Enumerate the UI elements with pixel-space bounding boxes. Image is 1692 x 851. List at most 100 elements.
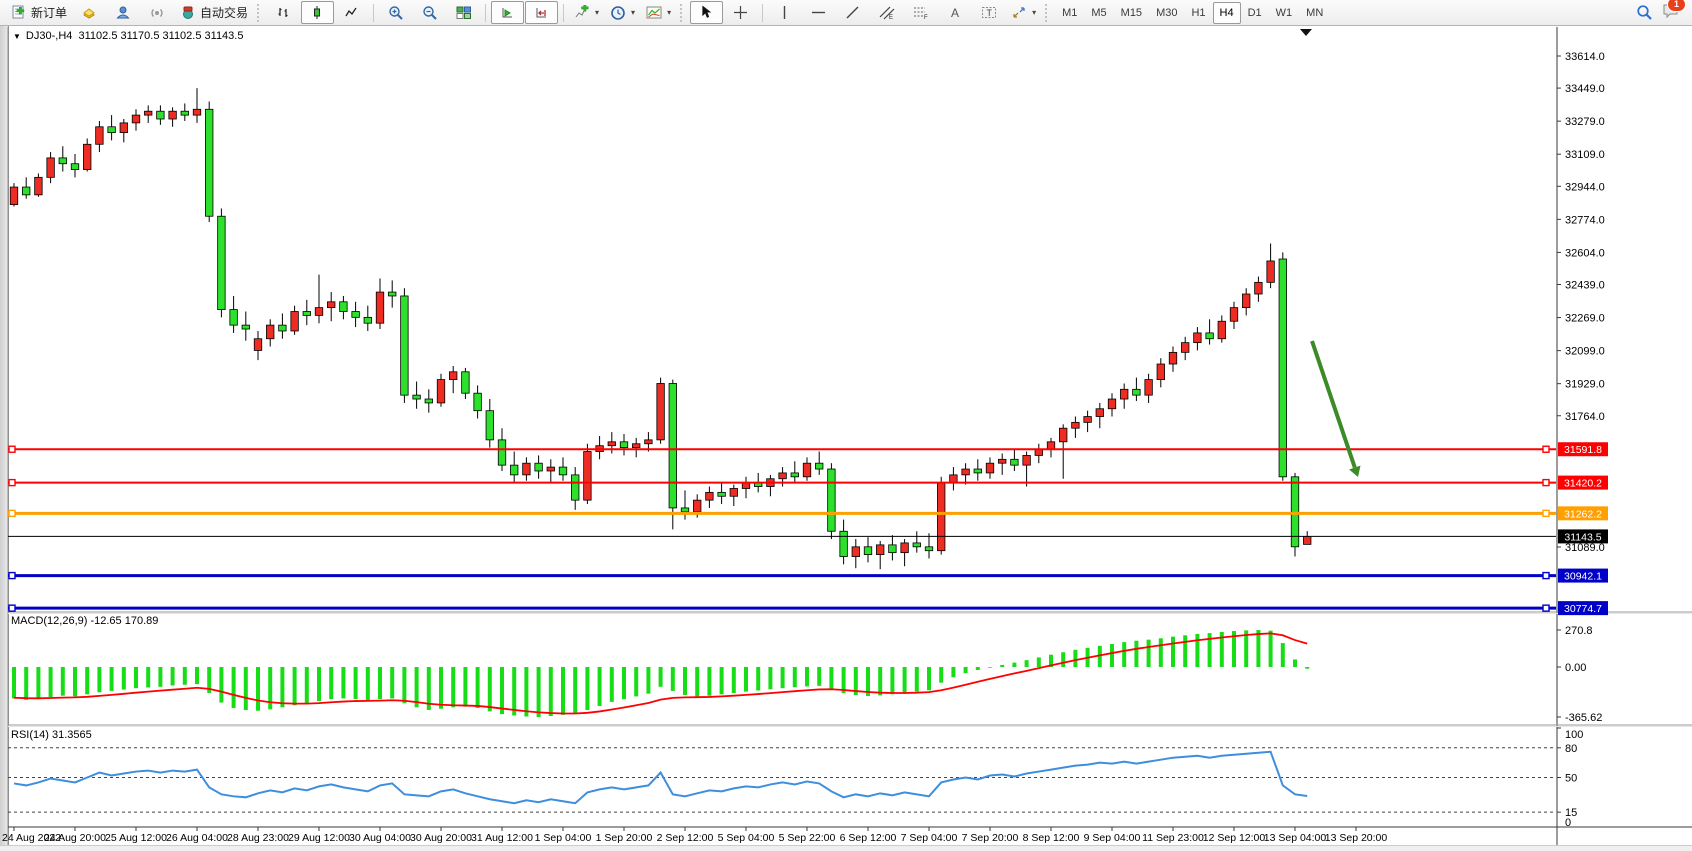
add-indicator-button[interactable]: ▾ [569, 1, 604, 24]
dropdown-caret-icon: ▾ [1032, 8, 1037, 17]
broadcast-icon [150, 5, 166, 21]
zoom-out-button[interactable] [413, 1, 446, 24]
timeframe-mn[interactable]: MN [1306, 6, 1324, 19]
cursor-tool-button[interactable] [690, 1, 724, 24]
search-icon[interactable] [1636, 5, 1652, 21]
toolbar-grip [257, 3, 263, 22]
timeframe-m15[interactable]: M15 [1120, 6, 1143, 19]
text-label-tool-button[interactable]: T [972, 1, 1005, 24]
candle [571, 474, 580, 501]
line-handle[interactable] [1542, 571, 1550, 580]
crosshair-tool-button[interactable] [724, 1, 757, 24]
line-handle[interactable] [8, 478, 16, 487]
text-tool-button[interactable]: A [938, 1, 971, 24]
timeframe-d1[interactable]: D1 [1247, 6, 1262, 19]
symbol-dropdown-icon[interactable]: ▼ [13, 32, 21, 41]
candlestick-mode-button[interactable] [301, 1, 335, 24]
timeframe-m5[interactable]: M5 [1091, 6, 1107, 19]
rsi-scale-label: 80 [1565, 743, 1577, 755]
candle [375, 291, 385, 324]
dropdown-caret-icon: ▾ [631, 8, 636, 17]
trendline-icon [845, 5, 861, 21]
period-clock-button[interactable]: ▾ [605, 1, 640, 24]
clock-icon [610, 5, 626, 21]
price-tick-label: 33449.0 [1565, 83, 1605, 95]
timeframe-h1[interactable]: H1 [1191, 6, 1206, 19]
chart-shift-button[interactable] [525, 1, 559, 24]
candle [339, 301, 348, 312]
candle [558, 466, 568, 476]
line-handle[interactable] [8, 604, 16, 612]
fibonacci-tool-button[interactable]: F [904, 1, 937, 24]
candle [973, 468, 982, 474]
auto-scroll-button[interactable] [491, 1, 525, 24]
rsi-scale-label: 100 [1565, 729, 1583, 741]
horizontal-line-tool-button[interactable] [802, 1, 835, 24]
horizontal-line-objects[interactable]: 31591.8 31420.2 31262.2 31143.5 30942.1 30774… [8, 442, 1608, 616]
zoom-in-button[interactable] [379, 1, 412, 24]
trendline-tool-button[interactable] [836, 1, 869, 24]
timeframe-h4[interactable]: H4 [1212, 1, 1241, 24]
timeframe-w1[interactable]: W1 [1275, 6, 1293, 19]
chart-template-button[interactable]: ▾ [641, 1, 676, 24]
candle [985, 462, 995, 474]
macd-scale-label: -365.62 [1565, 712, 1602, 724]
timeframe-m1[interactable]: M1 [1062, 6, 1078, 19]
autotrading-label: 自动交易 [200, 6, 249, 20]
macd-indicator-label: MACD(12,26,9) -12.65 170.89 [11, 615, 162, 627]
svg-text:E: E [889, 15, 893, 20]
arrow-annotation[interactable] [1310, 340, 1361, 477]
toolbar-separator [485, 3, 487, 22]
line-handle[interactable] [8, 445, 16, 453]
candle [802, 462, 812, 478]
vertical-line-tool-button[interactable] [768, 1, 801, 24]
line-handle[interactable] [1542, 509, 1550, 518]
time-tick-label: 13 Sep 04:00 [1264, 832, 1327, 844]
community-button[interactable] [107, 1, 140, 24]
candle [327, 301, 336, 309]
candle [534, 462, 543, 472]
candle [851, 546, 860, 557]
price-line-label: 31262.2 [1564, 508, 1602, 520]
notifications-button[interactable]: 1 [1662, 0, 1686, 23]
timeframe-m30[interactable]: M30 [1156, 6, 1178, 19]
vertical-line-icon [777, 5, 793, 21]
time-tick-label: 28 Aug 23:00 [227, 832, 289, 844]
arrows-tool-button[interactable]: ▾ [1006, 1, 1041, 24]
candle [583, 451, 592, 501]
time-tick-label: 8 Sep 12:00 [1023, 832, 1080, 844]
candle [314, 307, 324, 316]
new-order-button[interactable]: 新订单 [6, 1, 72, 24]
candle [9, 186, 19, 205]
line-chart-mode-button[interactable] [335, 1, 368, 24]
market-watch-button[interactable] [73, 1, 106, 24]
candle [863, 546, 873, 555]
price-axis[interactable]: 33614.0 33449.0 33279.0 33109.0 32944.0 32774… [1557, 51, 1605, 554]
line-handle[interactable] [1542, 478, 1550, 487]
price-tick-label: 32099.0 [1565, 346, 1605, 358]
line-handle[interactable] [8, 509, 16, 518]
price-line-label: 30774.7 [1564, 603, 1602, 615]
time-tick-label: 30 Aug 20:00 [410, 832, 472, 844]
candle [1217, 320, 1226, 340]
candle [351, 311, 360, 318]
autotrading-button[interactable]: 自动交易 [175, 1, 253, 24]
bar-chart-mode-button[interactable] [267, 1, 300, 24]
line-handle[interactable] [8, 571, 16, 580]
candle [217, 215, 226, 310]
channel-tool-button[interactable]: E [870, 1, 903, 24]
tile-windows-button[interactable] [447, 1, 480, 24]
candle [1022, 455, 1031, 466]
crosshair-icon [733, 5, 749, 21]
line-handle[interactable] [1542, 604, 1550, 612]
news-broadcast-button[interactable] [141, 1, 174, 24]
candle [485, 410, 494, 441]
price-line-label-box [1558, 506, 1608, 521]
candle [1059, 427, 1068, 443]
zoom-out-icon [422, 5, 438, 21]
line-handle[interactable] [1542, 445, 1550, 453]
community-icon [116, 5, 132, 21]
price-tick-label: 32774.0 [1565, 214, 1605, 226]
